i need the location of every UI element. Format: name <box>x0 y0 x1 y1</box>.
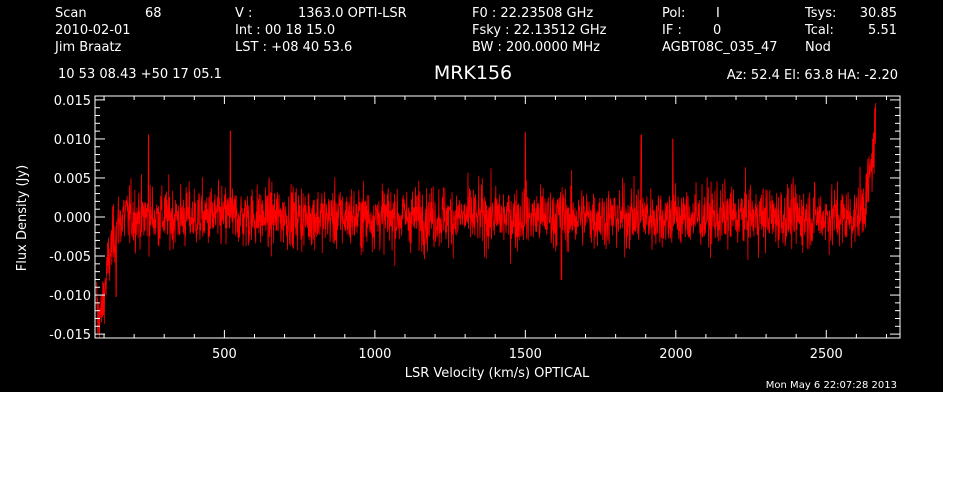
timestamp: Mon May 6 22:07:28 2013 <box>766 380 897 391</box>
y-axis-title: Flux Density (Jy) <box>15 165 30 271</box>
y-tick-label: -0.010 <box>49 289 91 304</box>
plot-window: Scan 68 2010-02-01 Jim Braatz V : 1363.0… <box>0 0 943 392</box>
header-coordinates: 10 53 08.43 +50 17 05.1 <box>58 67 222 82</box>
x-axis-title: LSR Velocity (km/s) OPTICAL <box>405 366 590 381</box>
y-tick-label: 0.015 <box>54 94 91 109</box>
header-if-label: IF : <box>662 23 682 38</box>
header-pointing: Az: 52.4 El: 63.8 HA: -2.20 <box>727 68 898 83</box>
header-f0: F0 : 22.23508 GHz <box>472 6 593 21</box>
x-axis: 500 1000 1500 2000 2500 <box>103 96 887 362</box>
header-pol-value: I <box>716 6 720 21</box>
x-tick-label: 2000 <box>659 347 692 362</box>
x-tick-label: 1500 <box>509 347 542 362</box>
x-tick-label: 500 <box>212 347 237 362</box>
header-fsky: Fsky : 22.13512 GHz <box>472 23 607 38</box>
header-pol-label: Pol: <box>662 6 685 21</box>
spectrum-series-line <box>96 102 877 339</box>
y-tick-label: 0.005 <box>54 172 91 187</box>
header-velocity-label: V : <box>235 6 252 21</box>
x-tick-label: 2500 <box>810 347 843 362</box>
series-layer <box>96 102 877 339</box>
header-tsys-label: Tsys: <box>804 6 836 21</box>
spectrum-plot: Scan 68 2010-02-01 Jim Braatz V : 1363.0… <box>15 6 901 391</box>
header-tsys-value: 30.85 <box>860 6 897 21</box>
header-bandwidth: BW : 200.0000 MHz <box>472 40 600 55</box>
header-lst: LST : +08 40 53.6 <box>235 40 352 55</box>
chart-title: MRK156 <box>434 62 512 84</box>
header-tcal-value: 5.51 <box>868 23 897 38</box>
header-scan-label: Scan <box>55 6 87 21</box>
header-date: 2010-02-01 <box>55 23 131 38</box>
header-observer: Jim Braatz <box>54 40 122 55</box>
header-tcal-label: Tcal: <box>804 23 834 38</box>
header-velocity-value: 1363.0 OPTI-LSR <box>298 6 407 21</box>
y-axis: -0.015 -0.010 -0.005 0.000 0.005 0.010 0.015 <box>49 94 900 343</box>
y-tick-label: 0.000 <box>54 211 91 226</box>
header-project: AGBT08C_035_47 <box>662 40 778 55</box>
y-tick-label: -0.015 <box>49 328 91 343</box>
header-integration: Int : 00 18 15.0 <box>235 23 335 38</box>
x-tick-label: 1000 <box>358 347 391 362</box>
header-mode: Nod <box>805 40 831 55</box>
header-if-value: 0 <box>713 23 721 38</box>
y-tick-label: 0.010 <box>54 133 91 148</box>
header-scan-number: 68 <box>145 6 162 21</box>
y-tick-label: -0.005 <box>49 250 91 265</box>
